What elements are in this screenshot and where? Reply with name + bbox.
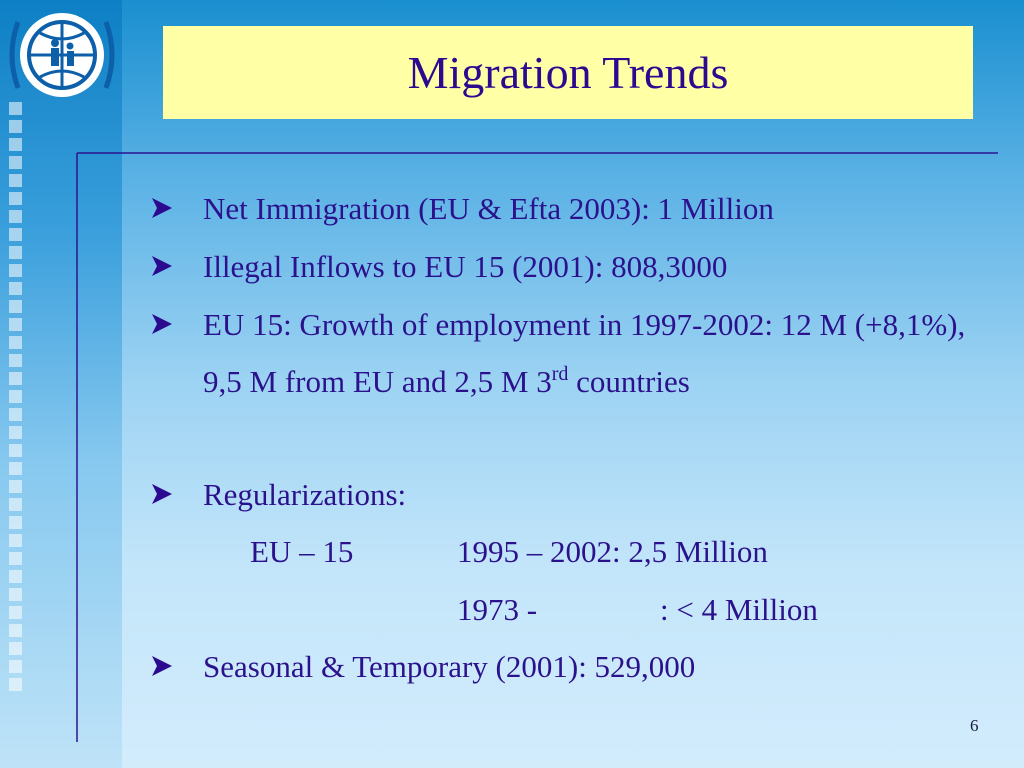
slide-title: Migration Trends [407, 47, 729, 98]
square [9, 462, 22, 475]
bullet-tail: countries [568, 364, 690, 399]
period: 1995 – 2002 [457, 534, 612, 569]
square [9, 282, 22, 295]
square [9, 534, 22, 547]
square [9, 156, 22, 169]
square [9, 660, 22, 673]
bullet: Net Immigration (EU & Efta 2003): 1 Mill… [203, 191, 774, 226]
square [9, 624, 22, 637]
square [9, 246, 22, 259]
square-column [9, 102, 22, 691]
square [9, 570, 22, 583]
square [9, 264, 22, 277]
period: 1973 - [457, 592, 538, 627]
square [9, 192, 22, 205]
region: EU – 15 [250, 534, 354, 569]
bullet: Regularizations: [203, 477, 407, 512]
square [9, 606, 22, 619]
square [9, 408, 22, 421]
square [9, 516, 22, 529]
page-number: 6 [970, 716, 979, 735]
reg-line: 1995 – 2002: 2,5 Million [457, 523, 768, 580]
bullet-arrows [152, 198, 172, 676]
title-box [163, 26, 973, 119]
square [9, 174, 22, 187]
square [9, 300, 22, 313]
bullet: Seasonal & Temporary (2001): 529,000 [203, 649, 696, 684]
superscript: rd [551, 363, 569, 385]
square [9, 480, 22, 493]
square [9, 318, 22, 331]
value: : < 4 Million [660, 592, 818, 627]
square [9, 498, 22, 511]
square [9, 228, 22, 241]
square [9, 138, 22, 151]
square [9, 354, 22, 367]
square [9, 444, 22, 457]
square [9, 678, 22, 691]
square [9, 552, 22, 565]
bullet: EU 15: Growth of employment in 1997-2002… [203, 296, 993, 410]
square [9, 390, 22, 403]
square [9, 120, 22, 133]
square [9, 336, 22, 349]
bullet-text: EU 15: Growth of employment in 1997-2002… [203, 307, 966, 399]
square [9, 426, 22, 439]
value: : 2,5 Million [612, 534, 768, 569]
square [9, 210, 22, 223]
square [9, 372, 22, 385]
square [9, 642, 22, 655]
logo [9, 13, 115, 97]
bullet: Illegal Inflows to EU 15 (2001): 808,300… [203, 249, 728, 284]
square [9, 588, 22, 601]
square [9, 102, 22, 115]
